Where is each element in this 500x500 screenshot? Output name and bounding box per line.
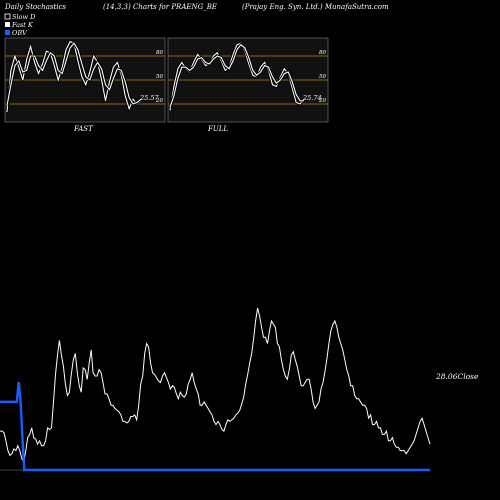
fast-level-label-80: 80 xyxy=(156,50,163,56)
fast-series-slow-d xyxy=(6,42,142,106)
fast-last-value: 25.57 xyxy=(139,94,159,102)
header-right: (Prajay Eng. Syn. Ltd.) MunafaSutra.com xyxy=(242,3,389,11)
header-left: Daily Stochastics xyxy=(4,3,66,11)
full-last-value: 25.74 xyxy=(302,94,322,102)
series-close xyxy=(0,307,431,464)
header-center: (14,3,3) Charts for PRAENG_BE xyxy=(103,3,217,11)
fast-level-label-20: 20 xyxy=(155,98,163,104)
full-stochastic-panel: 80 50 20 25.74 FULL xyxy=(167,37,329,133)
fast-level-label-50: 50 xyxy=(156,74,163,80)
legend-fast-k-label: Fast K xyxy=(11,21,34,29)
full-level-label-80: 80 xyxy=(319,50,326,56)
fast-stochastic-panel: 80 50 20 25.57 FAST xyxy=(4,37,166,133)
close-price-value: 28.06 xyxy=(435,372,458,381)
price-obv-panel: 28.06Close xyxy=(0,307,479,472)
full-level-label-50: 50 xyxy=(319,74,326,80)
legend-obv-label: OBV xyxy=(12,29,28,37)
close-price-suffix: Close xyxy=(457,372,479,381)
close-price-label: 28.06Close xyxy=(435,372,479,381)
full-panel-title: FULL xyxy=(207,125,228,133)
series-obv xyxy=(0,381,430,472)
legend-slow-d-label: Slow D xyxy=(12,13,36,21)
full-series-full-k xyxy=(169,42,305,111)
legend-obv-swatch xyxy=(5,30,10,35)
legend-slow-d-swatch xyxy=(4,13,11,20)
legend: Slow D Fast K OBV xyxy=(4,13,36,37)
legend-fast-k-swatch xyxy=(5,22,10,27)
fast-panel-title: FAST xyxy=(73,125,94,133)
full-series-full-d xyxy=(169,44,304,108)
full-level-label-20: 20 xyxy=(318,98,326,104)
